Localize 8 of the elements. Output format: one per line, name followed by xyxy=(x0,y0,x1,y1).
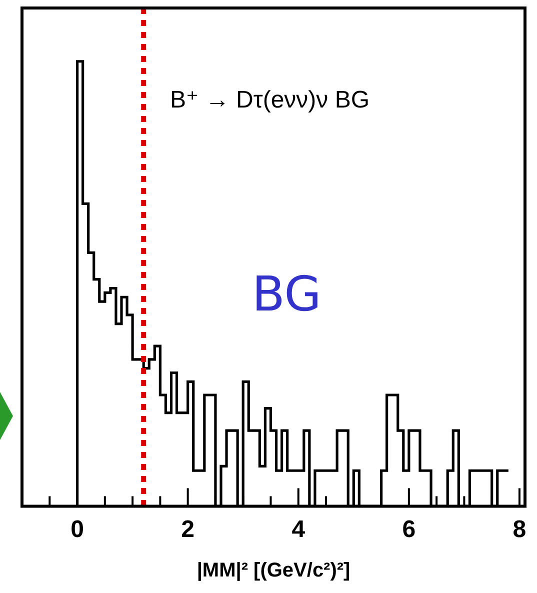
x-tick-label: 6 xyxy=(402,516,416,544)
x-tick-label: 4 xyxy=(292,516,306,544)
annotation: B⁺ → Dτ(eνν)ν BG xyxy=(170,86,370,114)
x-tick-label: 8 xyxy=(512,516,526,544)
annotation: BG xyxy=(252,266,322,322)
x-tick-label: 2 xyxy=(181,516,195,544)
x-axis-title: |MM|² [(GeV/c²)²] xyxy=(196,560,350,582)
x-tick-label: 0 xyxy=(70,516,84,544)
